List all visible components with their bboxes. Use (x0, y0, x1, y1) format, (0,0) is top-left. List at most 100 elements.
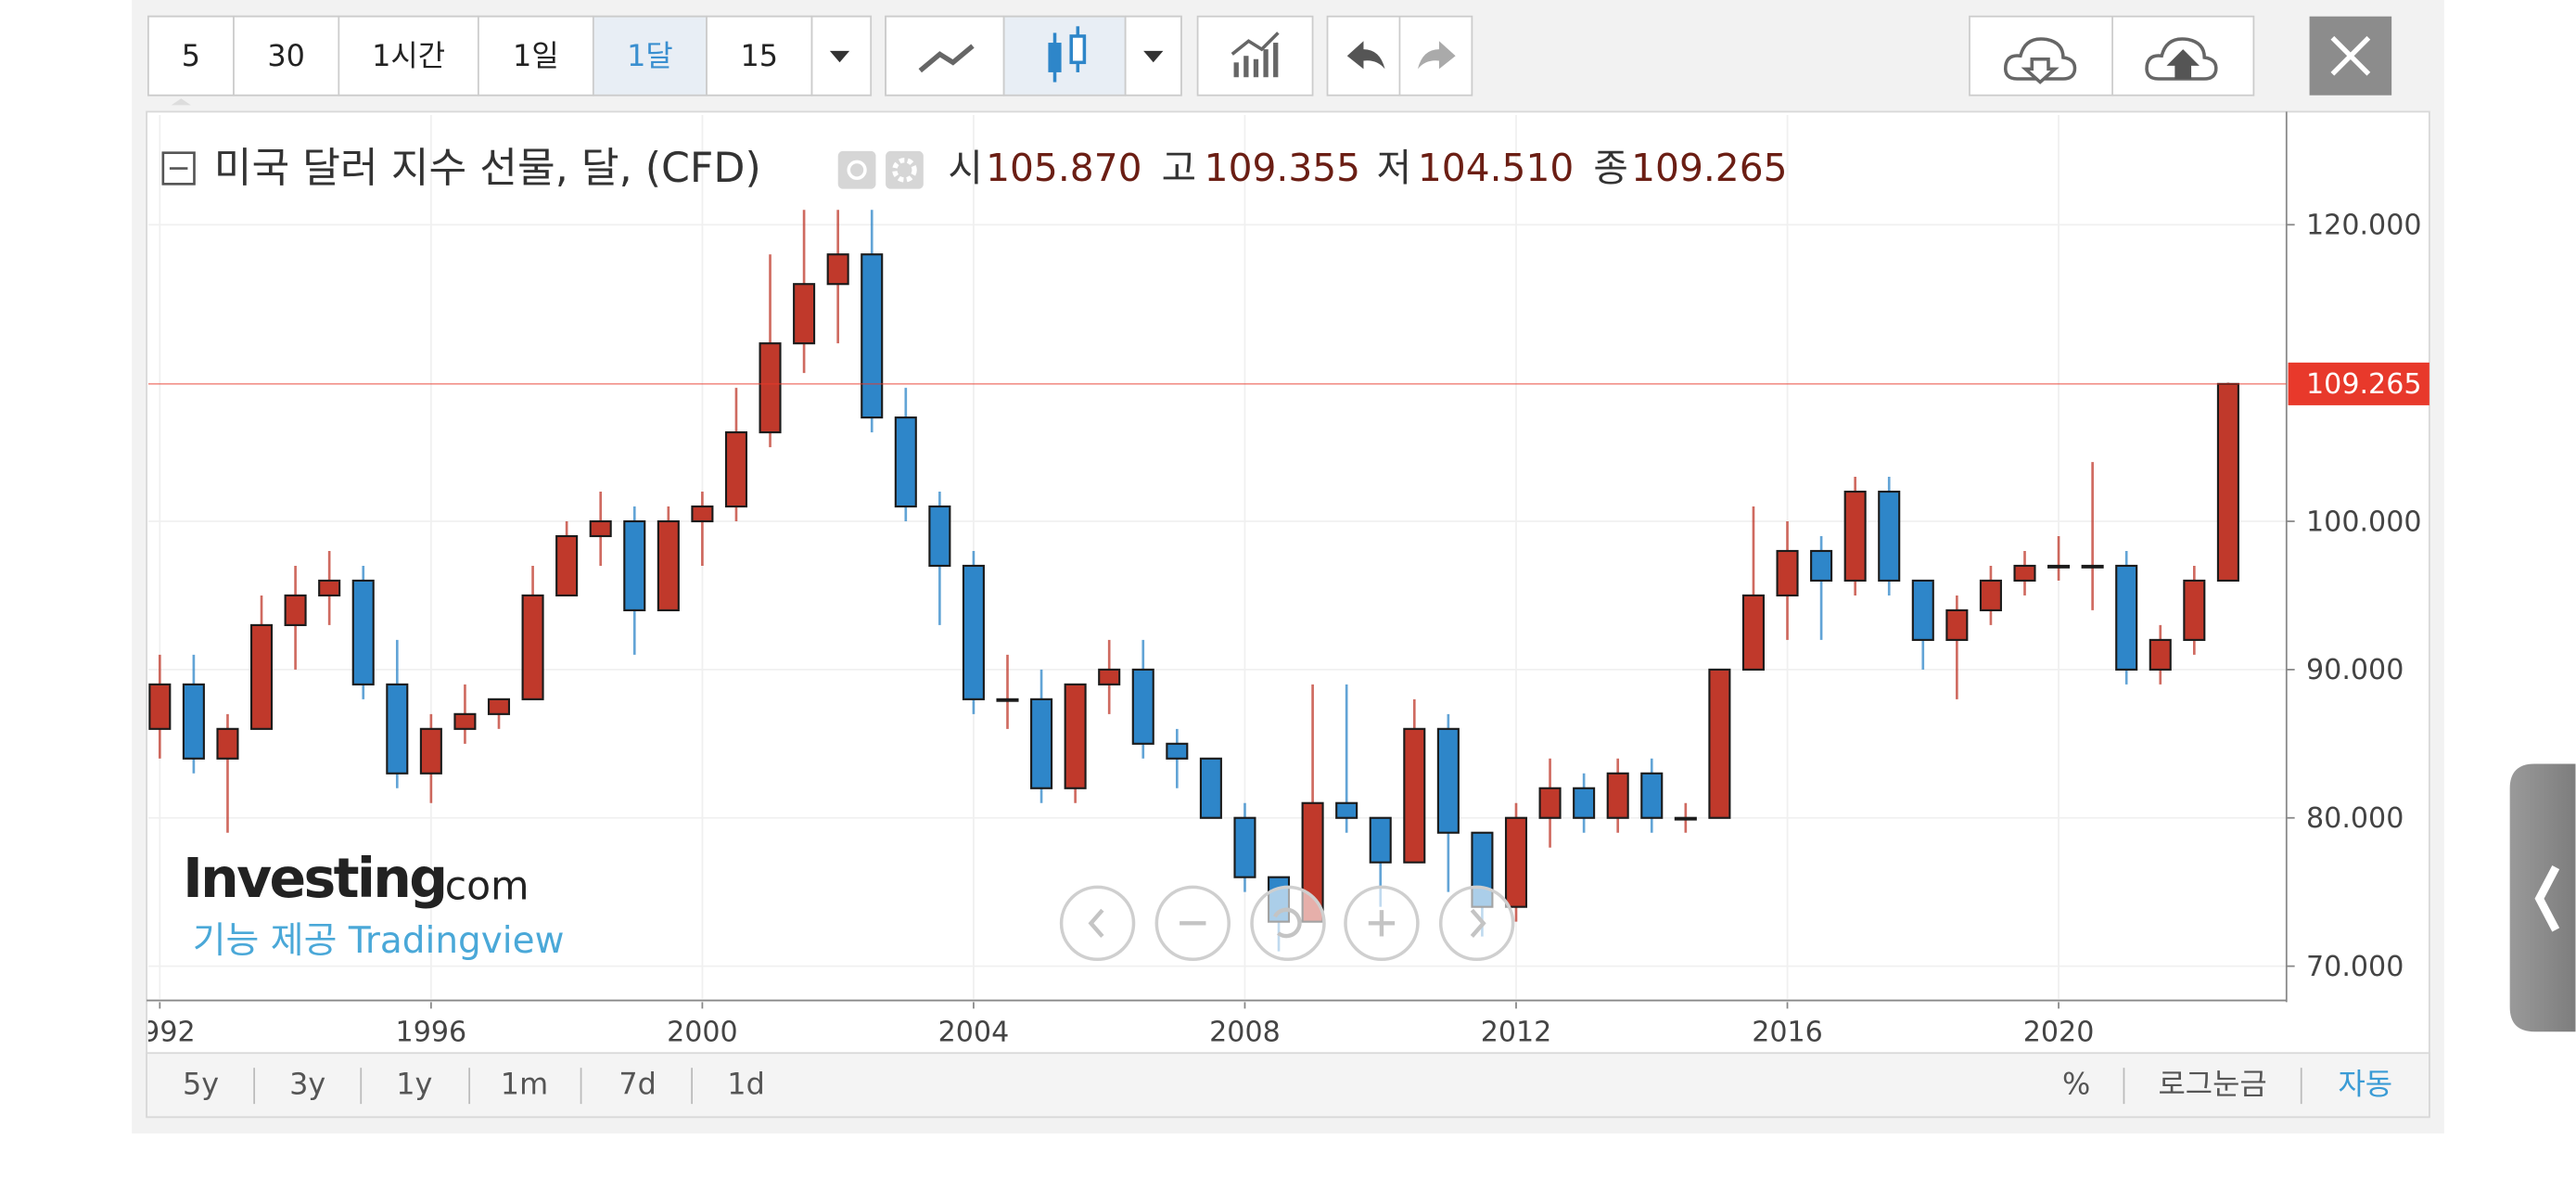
axis-option[interactable]: 자동 (2338, 1067, 2392, 1102)
interval-label: 30 (267, 38, 305, 73)
interval-button[interactable] (706, 15, 813, 96)
candle-body (1233, 816, 1256, 878)
candle-body (724, 431, 747, 508)
candle-body (2081, 564, 2104, 569)
y-tick-label: 100.000 (2306, 506, 2421, 538)
candle-body (182, 683, 205, 760)
candle-body (1573, 787, 1596, 819)
candle-body (1606, 772, 1629, 819)
range-button[interactable]: 5y (183, 1067, 219, 1102)
candle-body (487, 698, 511, 715)
y-tick-label: 80.000 (2306, 802, 2404, 835)
candle-body (1199, 757, 1222, 819)
candle-body (1403, 727, 1426, 864)
scroll-right-button[interactable] (1438, 885, 1515, 962)
chevron-icon (2534, 865, 2560, 932)
ohlc-value: 104.510 (1418, 146, 1574, 190)
ohlc-key: 종 (1593, 146, 1627, 190)
scroll-left-button[interactable] (1059, 885, 1136, 962)
indicators-icon (1231, 32, 1280, 78)
range-button[interactable]: 7d (618, 1067, 657, 1102)
interval-button[interactable] (477, 15, 594, 96)
redo-button[interactable] (1417, 41, 1456, 70)
candle-body (1878, 490, 1901, 583)
range-button[interactable]: 3y (289, 1067, 325, 1102)
candle-body (216, 727, 239, 760)
candle-body (1436, 727, 1460, 834)
ohlc-key: 시 (948, 146, 982, 190)
indicators-button[interactable] (1196, 15, 1314, 96)
x-tick-label: 2004 (938, 1016, 1010, 1048)
candle-body (386, 683, 409, 775)
dropdown-arrow (829, 50, 850, 63)
candle-body (1911, 579, 1934, 641)
x-tick-label: 1996 (396, 1016, 467, 1048)
candle-body (1131, 668, 1154, 745)
interval-button[interactable] (592, 15, 708, 96)
candle-body (2183, 579, 2206, 641)
candle-body (928, 505, 951, 568)
candle-body (1776, 549, 1799, 597)
range-button[interactable]: 1y (396, 1067, 432, 1102)
ohlc-key: 저 (1377, 146, 1411, 190)
dropdown-arrow (1143, 50, 1164, 63)
interval-label: 1일 (513, 38, 559, 73)
interval-label: 1시간 (372, 38, 445, 73)
candle-body (555, 534, 579, 597)
candle-body (521, 594, 544, 700)
footer-bar (146, 1052, 2430, 1119)
interval-button[interactable] (338, 15, 479, 96)
candle-body (1538, 787, 1562, 819)
candle-body (691, 505, 714, 523)
chart-title: 미국 달러 지수 선물, 달, (CFD) (214, 145, 761, 192)
reset-button[interactable] (1250, 885, 1326, 962)
candle-body (861, 253, 884, 419)
candle-body (2216, 382, 2239, 583)
last-price-label: 109.265 (2306, 368, 2421, 401)
interval-button[interactable] (233, 15, 340, 96)
candle-body (1708, 668, 1731, 819)
ohlc-value: 109.265 (1631, 146, 1787, 190)
x-tick-label: 2012 (1481, 1016, 1552, 1048)
axis-option[interactable]: 로그눈금 (2158, 1067, 2266, 1102)
cloud-upload-button[interactable] (2145, 37, 2218, 81)
candle-body (2149, 638, 2172, 671)
x-tick-label: 2000 (667, 1016, 738, 1048)
brand-domain: .com (432, 864, 529, 910)
cloud-download-button[interactable] (2003, 37, 2077, 84)
ohlc-value: 105.870 (986, 146, 1141, 190)
candle-body (2013, 564, 2036, 583)
candle-body (1098, 668, 1121, 685)
candle-body (1064, 683, 1087, 789)
candle-body (623, 519, 646, 611)
interval-label: 5 (182, 38, 200, 73)
interval-button[interactable] (147, 15, 235, 96)
close-icon (2330, 35, 2371, 76)
candle-body (2047, 564, 2071, 569)
nav-buttons (1059, 885, 1515, 962)
collapse-legend-button[interactable] (161, 151, 196, 186)
candle-body (1741, 594, 1765, 671)
visibility-button[interactable] (837, 150, 876, 189)
undo-button[interactable] (1346, 41, 1385, 70)
brand-name: Investing (183, 847, 445, 910)
line-icon (918, 44, 975, 73)
candle-body (1810, 549, 1833, 583)
ohlc-legend: 시 105.870 고 109.355 저 104.510 종 109.265 (948, 146, 1787, 190)
credit: 기능 제공 Tradingview (193, 920, 565, 962)
range-button[interactable]: 1d (727, 1067, 765, 1102)
eye-icon (847, 160, 867, 180)
settings-button[interactable] (886, 150, 924, 189)
toolbar: 5 30 1시간 1일 1달 15 (147, 15, 2392, 106)
y-tick-label: 70.000 (2306, 951, 2404, 983)
candle-body (1335, 801, 1358, 819)
range-button[interactable]: 1m (501, 1067, 548, 1102)
candle-body (996, 698, 1019, 702)
candle-body (351, 579, 375, 685)
candle-chart-button[interactable] (1002, 15, 1127, 96)
last-price-badge (2288, 362, 2429, 405)
candle-body (1979, 579, 2002, 611)
axis-option[interactable]: % (2062, 1067, 2090, 1102)
x-tick-label: 1992 (124, 1016, 196, 1048)
